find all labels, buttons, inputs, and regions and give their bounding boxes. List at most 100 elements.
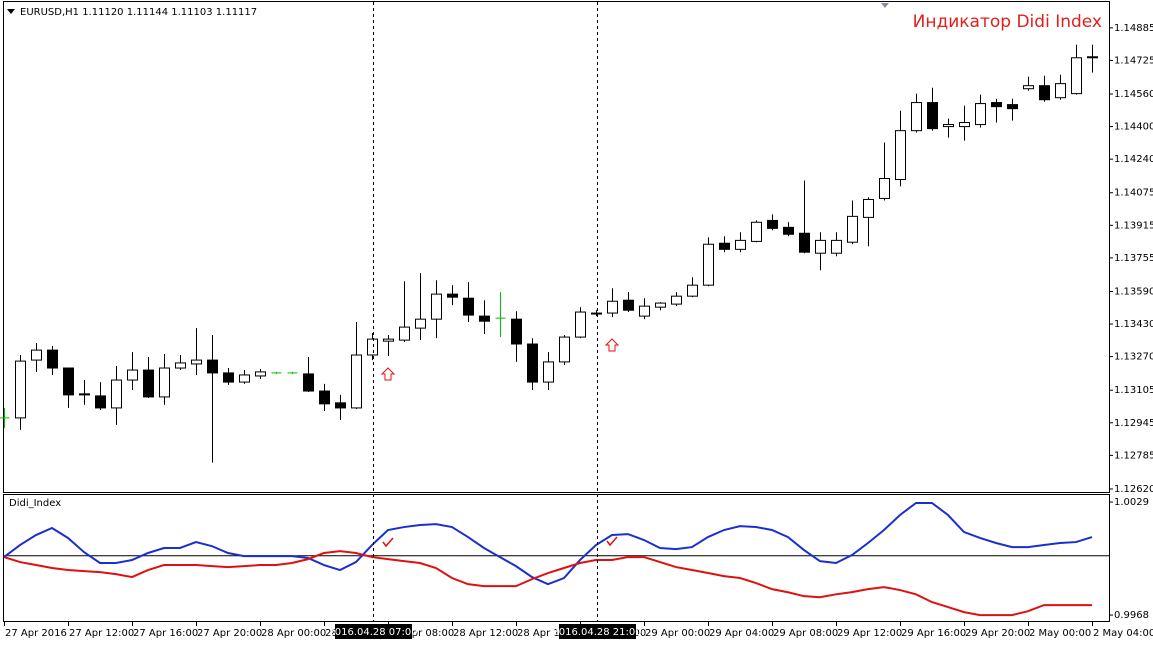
x-tick-label: 27 Apr 2016: [5, 628, 67, 639]
candle-body: [943, 124, 954, 128]
x-tick-label: 27 Apr 16:00: [133, 628, 198, 639]
candle-body: [1087, 56, 1098, 59]
candle-body: [607, 300, 618, 314]
candle-body: [911, 102, 922, 132]
up-arrow: [604, 338, 620, 352]
indicator-panel: [3, 494, 1110, 622]
candle-body: [207, 359, 218, 374]
candle-body: [639, 305, 650, 317]
candle-body: [687, 284, 698, 297]
candle-body: [79, 393, 90, 396]
candle-body: [383, 338, 394, 342]
candle-body: [1071, 57, 1082, 95]
candle-body: [751, 221, 762, 242]
indicator-line: [3, 550, 1092, 617]
candle-body: [159, 367, 170, 398]
candle-body: [975, 103, 986, 126]
y-tick-label: 1.14885: [1114, 23, 1153, 34]
candle-body: [95, 395, 106, 409]
up-arrow: [380, 367, 396, 381]
candle-body: [111, 379, 122, 409]
x-tick-label: 27 Apr 12:00: [69, 628, 134, 639]
candle-body: [959, 122, 970, 128]
candle-body: [223, 372, 234, 383]
candle-body: [399, 326, 410, 341]
y-tick-label: 1.14400: [1114, 122, 1153, 133]
candle-body: [127, 369, 138, 381]
x-tick-label: 29 Apr 20:00: [965, 628, 1030, 639]
signals: [373, 2, 620, 622]
candle-body: [655, 302, 666, 308]
x-tick-label: 2 May 00:00: [1029, 628, 1091, 639]
x-tick-label: 29 Apr 16:00: [901, 628, 966, 639]
candle-body: [847, 215, 858, 243]
candle-body: [623, 299, 634, 311]
x-tick-label: 29 Apr 04:00: [709, 628, 774, 639]
candle-body: [735, 239, 746, 250]
candle-body: [879, 177, 890, 199]
candle-body: [671, 295, 682, 305]
candle-body: [767, 219, 778, 229]
y-tick-label: 1.13430: [1114, 319, 1153, 330]
candle-body: [575, 311, 586, 338]
candle-body: [719, 242, 730, 250]
candle-body: [191, 359, 202, 365]
cursor-label-box: [335, 624, 412, 639]
candle-body: [1007, 104, 1018, 110]
candle-body: [783, 226, 794, 235]
cursor-labels: 2016.04.28 07:00 2016.04.28 21:00: [328, 624, 642, 639]
candle-body: [1055, 83, 1066, 99]
cursor-label: 2016.04.28 21:00: [552, 627, 641, 638]
candle-body: [815, 239, 826, 254]
candle-body: [15, 360, 26, 419]
symbol-header: EURUSD,H1 1.11120 1.11144 1.11103 1.1111…: [20, 7, 257, 18]
candle-body: [47, 349, 58, 369]
candle-body: [175, 362, 186, 369]
y-tick-label: 0.9968: [1114, 610, 1149, 621]
x-tick-label: 29 Apr 12:00: [837, 628, 902, 639]
cursor-label-box: [559, 624, 636, 639]
candle-body: [1023, 85, 1034, 90]
y-tick-label: 1.12945: [1114, 418, 1153, 429]
y-tick-label: 1.13590: [1114, 286, 1153, 297]
check-mark: [606, 536, 618, 547]
y-tick-label: 1.0029: [1114, 497, 1149, 508]
candle-body: [463, 297, 474, 316]
x-tick-label: 28 Apr 08:00: [389, 628, 454, 639]
candle-body: [831, 239, 842, 254]
y-tick-label: 1.14240: [1114, 154, 1153, 165]
y-tick-label: 1.13915: [1114, 220, 1153, 231]
candle-body: [143, 369, 154, 398]
indicator-line: [3, 501, 1093, 586]
candle-body: [559, 336, 570, 363]
y-tick-label: 1.14725: [1114, 55, 1153, 66]
y-tick-label: 1.13105: [1114, 385, 1153, 396]
candle-body: [367, 338, 378, 356]
candle-body: [591, 312, 602, 315]
candle-body: [31, 349, 42, 361]
candle-body: [479, 315, 490, 322]
y-tick-label: 1.14075: [1114, 188, 1153, 199]
x-tick-label: 28 Apr 16:00: [517, 628, 582, 639]
candle-body: [543, 361, 554, 383]
candle-body: [703, 243, 714, 286]
candle-body: [303, 373, 314, 392]
candle-body: [431, 293, 442, 320]
y-tick-label: 1.14560: [1114, 89, 1153, 100]
menu-triangle: [7, 9, 15, 14]
x-tick-label: 28 Apr 12:00: [453, 628, 518, 639]
y-tick-label: 1.13270: [1114, 352, 1153, 363]
candle-body: [1039, 85, 1050, 101]
candle-body: [255, 371, 266, 377]
x-tick-label: 29 Apr 08:00: [773, 628, 838, 639]
candle-body: [991, 102, 1002, 108]
cursor-label: 2016.04.28 07:00: [328, 627, 417, 638]
candle-body: [239, 374, 250, 383]
candle-body: [799, 232, 810, 253]
check-mark: [382, 537, 394, 548]
candle-body: [895, 130, 906, 181]
shift-marker: [881, 3, 889, 8]
candle-body: [447, 293, 458, 298]
x-tick-label: 29 Apr 00:00: [645, 628, 710, 639]
